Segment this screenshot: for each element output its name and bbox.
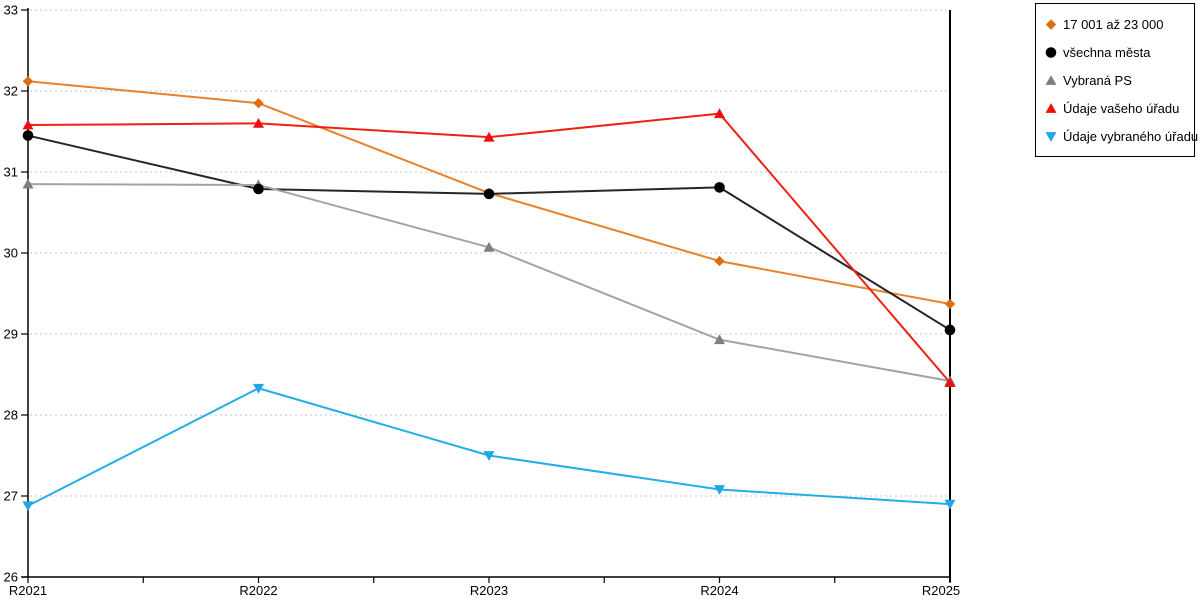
data-point-udaje-vybraneho-uradu-R2022 (253, 383, 264, 394)
data-point-udaje-vybraneho-uradu-R2025 (944, 499, 956, 510)
y-axis-label-27: 27 (4, 489, 18, 504)
data-point-17-001-az-23-000-R2022 (253, 97, 264, 109)
legend-label: všechna města (1063, 44, 1151, 60)
y-axis-label-26: 26 (4, 570, 18, 585)
axes: 26 27 28 29 30 31 32 33 R2021 R2022 R2023 R2024 R202… (4, 3, 961, 599)
series-lines (27, 80, 951, 507)
legend-marker-shape (1045, 75, 1057, 85)
data-point-vybrana-ps-R2021 (22, 178, 34, 189)
data-point-udaje-vybraneho-uradu-R2021 (22, 501, 34, 512)
y-axis-label-29: 29 (4, 327, 18, 342)
series-markers-udaje-vybraneho-uradu (22, 383, 956, 512)
legend-label: Vybraná PS (1063, 72, 1132, 88)
legend-item-udaje-vybraneho-uradu: Údaje vybraného úřadu (1044, 122, 1198, 150)
data-point-vsechna-mesta-R2022 (253, 183, 264, 195)
data-point-vsechna-mesta-R2021 (22, 130, 34, 141)
x-axis-label-R2025: R2025 (922, 583, 960, 598)
data-point-vsechna-mesta-R2025 (944, 324, 956, 336)
data-point-17-001-az-23-000-R2025 (944, 298, 956, 310)
data-point-udaje-vaseho-uradu-R2023 (483, 131, 495, 142)
legend-item-udaje-vaseho-uradu: Údaje vašeho úřadu (1044, 94, 1188, 122)
x-axis-label-R2024: R2024 (700, 583, 738, 598)
legend-item-vybrana-ps: Vybraná PS (1044, 66, 1188, 94)
triangle-up-marker-icon (1045, 75, 1057, 85)
y-axis-label-31: 31 (4, 165, 18, 180)
series-markers-vybrana-ps (22, 178, 956, 386)
data-point-udaje-vaseho-uradu-R2022 (253, 118, 264, 128)
data-point-vybrana-ps-R2023 (483, 241, 495, 252)
data-point-udaje-vybraneho-uradu-R2024 (714, 485, 725, 495)
series-markers-udaje-vaseho-uradu (22, 108, 956, 387)
series-markers-17-001-az-23-000 (22, 76, 956, 310)
data-point-udaje-vaseho-uradu-R2024 (714, 108, 725, 119)
legend-item-17-001-az-23-000: 17 001 až 23 000 (1044, 10, 1188, 38)
data-point-udaje-vaseho-uradu-R2025 (944, 377, 956, 387)
legend-marker-shape (1045, 132, 1057, 142)
x-axis-label-R2023: R2023 (470, 583, 508, 598)
y-axis-label-32: 32 (4, 84, 18, 99)
legend: 17 001 až 23 000 všechna města Vybraná PS Ú… (1035, 3, 1198, 157)
data-point-udaje-vybraneho-uradu-R2023 (483, 451, 495, 461)
legend-marker-shape (1045, 19, 1057, 30)
y-axis-label-28: 28 (4, 408, 18, 423)
legend-marker-shape (1045, 103, 1057, 113)
series-markers (22, 76, 956, 512)
data-point-17-001-az-23-000-R2021 (22, 76, 34, 87)
series-markers-vsechna-mesta (22, 130, 956, 336)
data-point-17-001-az-23-000-R2024 (714, 255, 725, 267)
y-axis-label-30: 30 (4, 246, 18, 261)
legend-label: 17 001 až 23 000 (1063, 16, 1164, 32)
legend-label: Údaje vašeho úřadu (1063, 100, 1180, 116)
data-point-udaje-vaseho-uradu-R2021 (22, 119, 34, 130)
series-line-vybrana-ps (27, 183, 951, 382)
data-point-vsechna-mesta-R2023 (483, 188, 495, 200)
legend-item-vsechna-mesta: všechna města (1044, 38, 1188, 66)
series-line-vsechna-mesta (27, 134, 951, 331)
legend-marker-shape (1045, 47, 1057, 58)
data-point-vybrana-ps-R2024 (714, 334, 725, 345)
triangle-down-marker-icon (1045, 132, 1057, 142)
legend-label: Údaje vybraného úřadu (1063, 128, 1199, 144)
triangle-up-marker-icon (1045, 103, 1057, 113)
x-axis-label-R2022: R2022 (239, 583, 277, 598)
gridlines (30, 9, 950, 497)
circle-marker-icon (1045, 47, 1057, 58)
diamond-marker-icon (1045, 19, 1057, 30)
data-point-vsechna-mesta-R2024 (714, 182, 725, 193)
series-line-udaje-vybraneho-uradu (27, 387, 951, 507)
x-axis-label-R2021: R2021 (9, 583, 47, 598)
y-axis-label-33: 33 (4, 3, 18, 18)
